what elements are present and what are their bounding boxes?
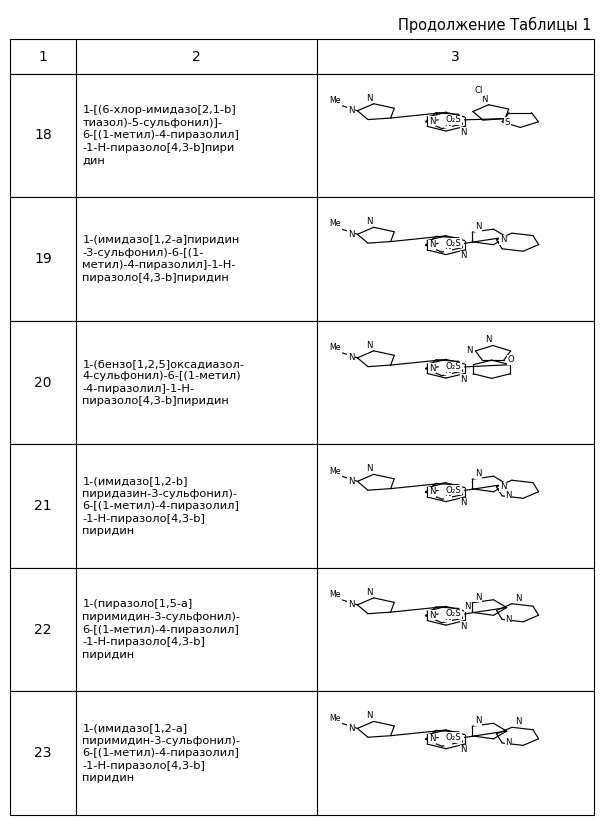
Text: 22: 22 — [34, 622, 52, 636]
Text: O₂S: O₂S — [446, 239, 461, 248]
Text: 18: 18 — [34, 129, 52, 143]
Text: O: O — [507, 355, 514, 364]
Text: N: N — [506, 739, 512, 748]
Text: N: N — [366, 341, 373, 350]
Text: N: N — [460, 251, 467, 260]
Text: N: N — [466, 346, 472, 355]
Text: 3: 3 — [451, 49, 460, 64]
Text: O₂S: O₂S — [446, 115, 461, 124]
Text: N: N — [515, 594, 522, 603]
Text: N: N — [366, 712, 373, 721]
Text: N: N — [366, 464, 373, 473]
Text: N: N — [500, 482, 506, 491]
Text: S: S — [505, 118, 510, 127]
Text: N: N — [460, 745, 467, 754]
Text: N: N — [500, 235, 506, 244]
Text: N: N — [445, 736, 451, 745]
Bar — [10, 39, 594, 74]
Text: N: N — [366, 94, 373, 103]
Text: 19: 19 — [34, 252, 52, 266]
Text: Me: Me — [329, 343, 340, 352]
Text: N: N — [481, 94, 487, 103]
Text: N: N — [460, 128, 467, 137]
Text: N: N — [429, 116, 435, 125]
Text: N: N — [348, 600, 354, 609]
Text: N: N — [348, 353, 354, 362]
Text: N: N — [366, 588, 373, 597]
Text: Me: Me — [329, 219, 340, 229]
Text: N: N — [475, 469, 481, 478]
Text: 1-(бензо[1,2,5]оксадиазол-
4-сульфонил)-6-[(1-метил)
-4-пиразолил]-1-Н-
пиразоло: 1-(бензо[1,2,5]оксадиазол- 4-сульфонил)-… — [82, 359, 245, 406]
Text: N: N — [445, 242, 451, 251]
Text: N: N — [506, 491, 512, 500]
Text: N: N — [464, 602, 471, 611]
Bar — [10, 691, 594, 815]
Text: 1-(имидазо[1,2-а]пиридин
-3-сульфонил)-6-[(1-
метил)-4-пиразолил]-1-Н-
пиразоло[: 1-(имидазо[1,2-а]пиридин -3-сульфонил)-6… — [82, 235, 240, 283]
Text: N: N — [348, 724, 354, 733]
Bar — [10, 74, 594, 197]
Text: N: N — [485, 335, 492, 344]
Text: N: N — [348, 106, 354, 115]
Text: O₂S: O₂S — [446, 486, 461, 495]
Text: 1-(пиразоло[1,5-a]
пиримидин-3-сульфонил)-
6-[(1-метил)-4-пиразолил]
-1-Н-пиразо: 1-(пиразоло[1,5-a] пиримидин-3-сульфонил… — [82, 600, 240, 660]
Text: N: N — [445, 489, 451, 498]
Text: Продолжение Таблицы 1: Продолжение Таблицы 1 — [398, 16, 591, 33]
Text: 2: 2 — [193, 49, 201, 64]
Bar — [10, 568, 594, 691]
Text: Cl: Cl — [475, 86, 483, 95]
Text: N: N — [445, 366, 451, 375]
Text: N: N — [429, 487, 435, 496]
Text: N: N — [475, 222, 481, 231]
Text: N: N — [506, 615, 512, 624]
Text: N: N — [460, 622, 467, 631]
Text: Me: Me — [329, 96, 340, 105]
Text: Me: Me — [329, 713, 340, 722]
Text: 20: 20 — [34, 376, 52, 390]
Text: Me: Me — [329, 590, 340, 599]
Text: N: N — [348, 230, 354, 239]
Text: O₂S: O₂S — [446, 362, 461, 371]
Text: N: N — [429, 364, 435, 373]
Text: N: N — [475, 593, 481, 602]
Text: N: N — [445, 119, 451, 128]
Text: 1-(имидазо[1,2-b]
пиридазин-3-сульфонил)-
6-[(1-метил)-4-пиразолил]
-1-Н-пиразол: 1-(имидазо[1,2-b] пиридазин-3-сульфонил)… — [82, 476, 239, 536]
Text: N: N — [460, 375, 467, 384]
Text: Me: Me — [329, 467, 340, 476]
Bar — [10, 197, 594, 321]
Text: N: N — [429, 734, 435, 743]
Text: N: N — [348, 477, 354, 486]
Text: 23: 23 — [34, 746, 52, 760]
Text: 1-(имидазо[1,2-а]
пиримидин-3-сульфонил)-
6-[(1-метил)-4-пиразолил]
-1-Н-пиразол: 1-(имидазо[1,2-а] пиримидин-3-сульфонил)… — [82, 723, 240, 783]
Bar — [10, 445, 594, 568]
Text: N: N — [515, 717, 522, 726]
Text: N: N — [445, 613, 451, 622]
Bar — [10, 321, 594, 445]
Text: N: N — [475, 717, 481, 726]
Text: N: N — [429, 611, 435, 620]
Text: 1: 1 — [39, 49, 48, 64]
Text: O₂S: O₂S — [446, 733, 461, 742]
Text: N: N — [429, 240, 435, 249]
Text: O₂S: O₂S — [446, 609, 461, 618]
Text: 21: 21 — [34, 499, 52, 513]
Text: N: N — [460, 498, 467, 507]
Text: N: N — [366, 217, 373, 226]
Text: 1-[(6-хлор-имидазо[2,1-b]
тиазол)-5-сульфонил)]-
6-[(1-метил)-4-пиразолил]
-1-Н-: 1-[(6-хлор-имидазо[2,1-b] тиазол)-5-суль… — [82, 106, 239, 165]
